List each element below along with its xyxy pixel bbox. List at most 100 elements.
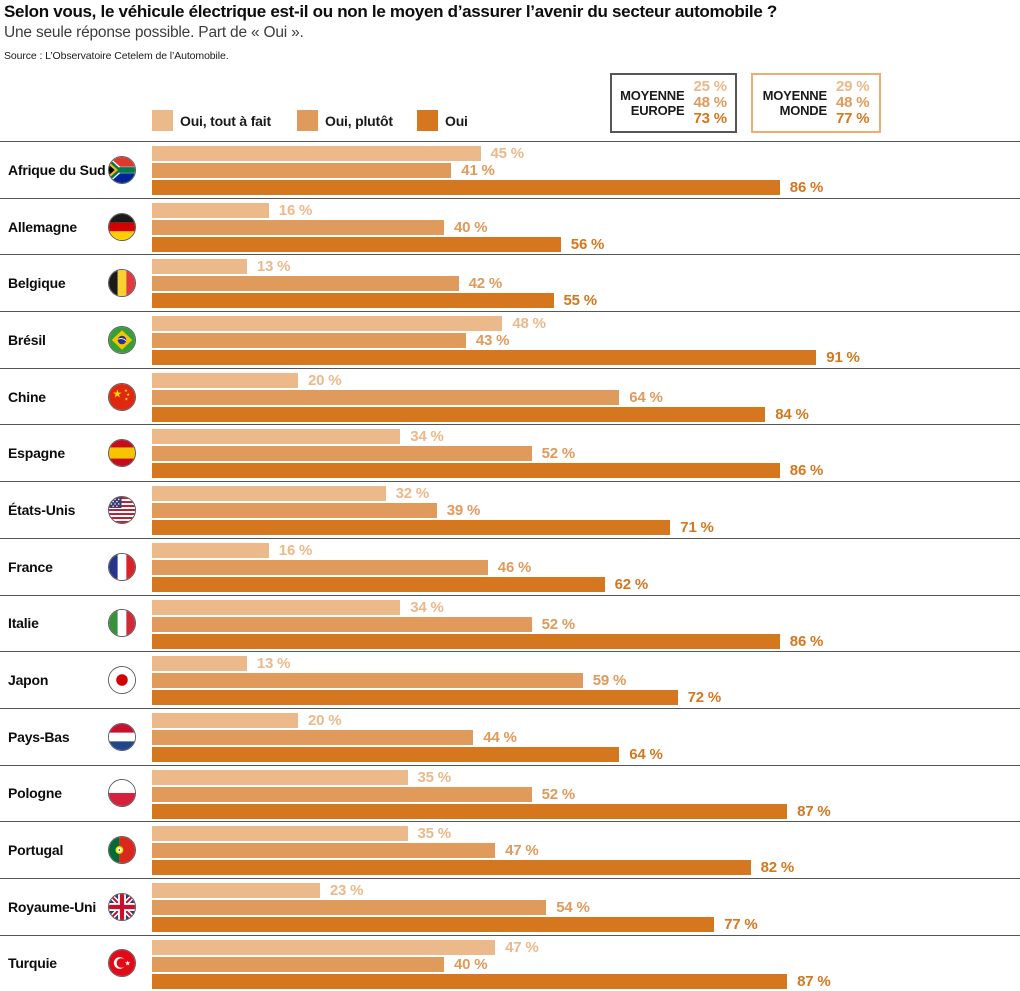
average-value-tout-a-fait: 29 % bbox=[835, 78, 870, 95]
legend-swatch-oui-plutot bbox=[297, 110, 318, 131]
bar-value-label: 16 % bbox=[278, 201, 313, 219]
average-value-oui: 77 % bbox=[835, 110, 870, 127]
bar-oui-total bbox=[152, 576, 605, 592]
bar-oui-plutot bbox=[152, 843, 496, 859]
bar-oui-total bbox=[152, 520, 671, 536]
bar-oui-total bbox=[152, 236, 561, 252]
legend-item: Oui, plutôt bbox=[297, 110, 393, 131]
bar-oui-tout-a-fait bbox=[152, 712, 298, 728]
bar-value-label: 13 % bbox=[256, 655, 291, 673]
bar-value-label: 43 % bbox=[475, 332, 510, 350]
japan-flag-icon bbox=[108, 666, 136, 695]
country-bars: 13 % 42 % 55 % bbox=[152, 258, 597, 310]
legend-item-label: Oui, tout à fait bbox=[180, 112, 271, 129]
bar-value-label: 59 % bbox=[592, 672, 627, 690]
bar-value-label: 87 % bbox=[797, 972, 831, 990]
bar-oui-plutot bbox=[152, 729, 474, 745]
country-row: Pologne 35 % 52 % 87 % bbox=[0, 764, 1020, 822]
bar-oui-tout-a-fait bbox=[152, 259, 247, 275]
bar-oui-total bbox=[152, 860, 751, 876]
country-label: Portugal bbox=[8, 842, 64, 859]
country-row: Portugal 35 % 47 % 82 % bbox=[0, 821, 1020, 878]
bar-value-label: 35 % bbox=[417, 768, 452, 786]
bar-value-label: 47 % bbox=[505, 938, 539, 956]
source-note: Source : L’Observatoire Cetelem de l’Aut… bbox=[4, 50, 229, 62]
country-row: Royaume-Uni 23 % 54 % 77 % bbox=[0, 877, 1020, 935]
bar-oui-plutot bbox=[152, 163, 452, 178]
country-label: Chine bbox=[8, 388, 46, 405]
bar-value-label: 34 % bbox=[410, 598, 444, 616]
country-row: Brésil 48 % 43 % 91 % bbox=[0, 311, 1020, 368]
bar-oui-plutot bbox=[152, 276, 459, 292]
bar-oui-tout-a-fait bbox=[152, 599, 401, 615]
bar-value-label: 44 % bbox=[483, 728, 517, 746]
bar-value-label: 48 % bbox=[512, 315, 546, 333]
country-label: Turquie bbox=[8, 955, 57, 972]
country-row: Pays-Bas 20 % 44 % 64 % bbox=[0, 707, 1020, 765]
country-row: Japon 13 % 59 % 72 % bbox=[0, 651, 1020, 708]
france-flag-icon bbox=[108, 552, 136, 581]
average-box-monde: MOYENNE MONDE 29 % 48 % 77 % bbox=[751, 73, 881, 133]
bar-oui-tout-a-fait bbox=[152, 542, 269, 558]
bar-oui-plutot bbox=[152, 389, 620, 405]
belgium-flag-icon bbox=[108, 269, 136, 298]
bar-value-label: 86 % bbox=[789, 462, 824, 480]
bar-value-label: 41 % bbox=[461, 162, 495, 179]
bar-oui-total bbox=[152, 746, 620, 762]
bar-value-label: 87 % bbox=[797, 802, 831, 820]
brazil-flag-icon bbox=[108, 325, 136, 354]
bar-value-label: 42 % bbox=[468, 275, 503, 293]
country-bars: 16 % 46 % 62 % bbox=[152, 541, 649, 594]
country-label: États-Unis bbox=[8, 501, 76, 518]
country-bars: 20 % 64 % 84 % bbox=[152, 371, 809, 424]
country-bars: 16 % 40 % 56 % bbox=[152, 201, 605, 254]
country-bars: 48 % 43 % 91 % bbox=[152, 315, 860, 367]
average-box-monde-label: MOYENNE MONDE bbox=[762, 88, 828, 118]
country-label: Belgique bbox=[8, 275, 66, 292]
svg-text:★: ★ bbox=[112, 388, 122, 400]
china-flag-icon: ★ ★ ★ ★ bbox=[108, 382, 136, 411]
bar-value-label: 72 % bbox=[687, 689, 722, 707]
bar-oui-total bbox=[152, 633, 780, 649]
bar-value-label: 35 % bbox=[417, 825, 452, 843]
country-label: France bbox=[8, 558, 53, 575]
bar-value-label: 23 % bbox=[329, 881, 364, 899]
country-label: Brésil bbox=[8, 331, 46, 348]
bar-value-label: 39 % bbox=[446, 502, 481, 520]
average-box-europe: MOYENNE EUROPE 25 % 48 % 73 % bbox=[610, 73, 737, 133]
south-africa-flag-icon bbox=[108, 155, 136, 184]
bar-oui-total bbox=[152, 463, 780, 479]
bar-value-label: 71 % bbox=[680, 519, 714, 537]
bar-value-label: 84 % bbox=[775, 405, 809, 423]
svg-text:★: ★ bbox=[124, 960, 130, 968]
bar-oui-total bbox=[152, 406, 766, 422]
bar-oui-tout-a-fait bbox=[152, 429, 401, 445]
average-box-europe-label: MOYENNE EUROPE bbox=[620, 88, 685, 118]
legend-item-label: Oui, plutôt bbox=[325, 112, 393, 129]
bar-value-label: 56 % bbox=[570, 235, 605, 253]
svg-text:★: ★ bbox=[124, 387, 129, 392]
legend-item: Oui, tout à fait bbox=[152, 110, 271, 131]
bar-oui-total bbox=[152, 690, 678, 706]
bar-oui-plutot bbox=[152, 446, 532, 462]
bar-value-label: 52 % bbox=[541, 445, 576, 463]
country-label: Japon bbox=[8, 672, 49, 689]
bar-value-label: 13 % bbox=[256, 258, 291, 276]
bar-value-label: 40 % bbox=[454, 955, 488, 973]
bar-value-label: 16 % bbox=[278, 541, 313, 559]
country-row: Espagne 34 % 52 % 86 % bbox=[0, 424, 1020, 481]
bar-oui-total bbox=[152, 350, 817, 366]
country-bars: 35 % 47 % 82 % bbox=[152, 825, 794, 877]
bar-oui-tout-a-fait bbox=[152, 146, 481, 161]
bar-value-label: 20 % bbox=[308, 371, 342, 389]
bar-oui-plutot bbox=[152, 786, 532, 802]
country-label: Pologne bbox=[8, 785, 62, 802]
chart-subtitle: Une seule réponse possible. Part de « Ou… bbox=[4, 24, 304, 41]
country-bars: 32 % 39 % 71 % bbox=[152, 485, 714, 537]
bar-oui-plutot bbox=[152, 559, 488, 575]
bar-oui-total bbox=[152, 916, 715, 932]
bar-value-label: 62 % bbox=[614, 575, 649, 593]
country-row: Turquie ★ 47 % 40 % 87 % bbox=[0, 934, 1020, 991]
legend-swatch-oui-tout-a-fait bbox=[152, 110, 173, 131]
